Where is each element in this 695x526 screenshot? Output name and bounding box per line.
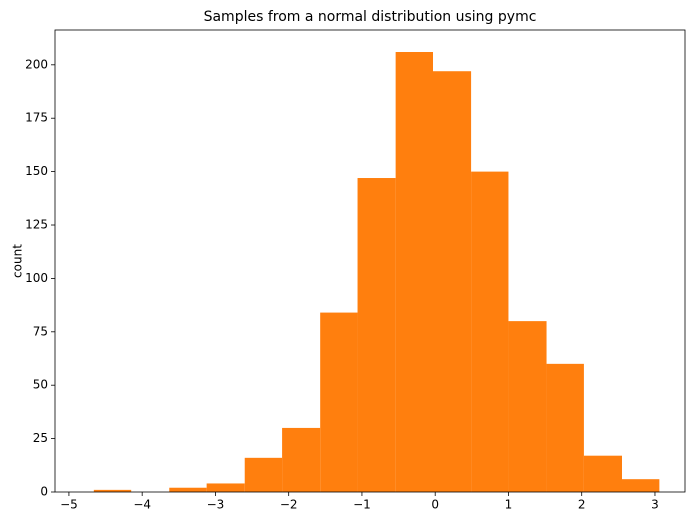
bar [282, 427, 321, 492]
chart-title: Samples from a normal distribution using… [204, 9, 537, 25]
axes-frame [54, 29, 686, 493]
x-tick-label: −2 [280, 498, 298, 512]
y-tick-label: 200 [25, 57, 48, 71]
x-tick-label: 3 [651, 498, 659, 512]
bar [93, 489, 132, 492]
x-tick-label: 1 [505, 498, 513, 512]
bar [244, 457, 283, 492]
y-tick-label: 0 [40, 485, 48, 499]
bar [206, 483, 245, 492]
x-tick-label: −3 [207, 498, 225, 512]
y-tick-label: 125 [25, 218, 48, 232]
y-tick-label: 25 [33, 431, 48, 445]
bar [320, 312, 358, 492]
bar [583, 455, 622, 492]
y-tick-label: 50 [33, 378, 48, 392]
bar [546, 363, 584, 492]
y-tick-label: 100 [25, 271, 48, 285]
y-axis-label: count [11, 244, 25, 278]
bar [622, 479, 660, 492]
bar [508, 321, 547, 492]
bar [169, 487, 207, 492]
y-tick-label: 75 [33, 324, 48, 338]
bar [395, 52, 433, 492]
y-tick-label: 175 [25, 111, 48, 125]
x-tick-label: −4 [133, 498, 151, 512]
x-tick-label: −5 [60, 498, 78, 512]
y-tick-label: 150 [25, 164, 48, 178]
bar [433, 71, 472, 492]
bar [357, 178, 396, 493]
x-tick-label: −1 [353, 498, 371, 512]
bar [471, 171, 509, 493]
x-tick-label: 2 [578, 498, 586, 512]
x-tick-label: 0 [431, 498, 439, 512]
